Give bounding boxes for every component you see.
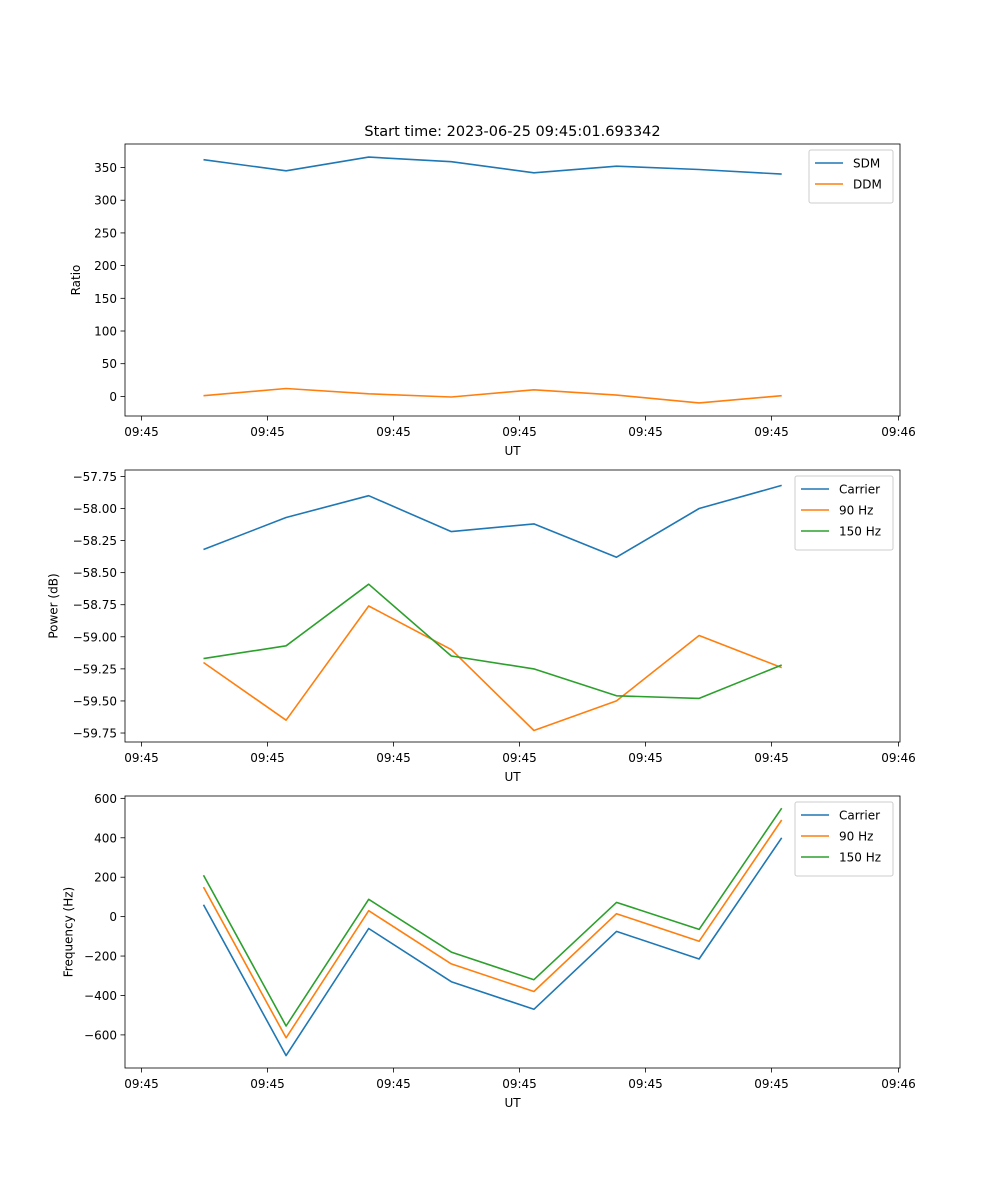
y-axis-label: Power (dB) bbox=[46, 573, 60, 638]
y-tick-label: −58.75 bbox=[73, 598, 117, 612]
y-tick-label: 50 bbox=[102, 357, 117, 371]
series-line-ddm bbox=[203, 387, 782, 404]
y-tick-label: 250 bbox=[94, 226, 117, 240]
series-line-90-hz bbox=[202, 819, 783, 1039]
y-tick-label: −57.75 bbox=[73, 470, 117, 484]
y-tick-label: 600 bbox=[94, 792, 117, 806]
axes-frame bbox=[124, 795, 901, 1069]
series-line-150-hz bbox=[203, 583, 782, 700]
x-axis-label: UT bbox=[504, 770, 521, 784]
series-line-carrier bbox=[203, 484, 782, 559]
y-axis-label: Frequency (Hz) bbox=[62, 887, 76, 978]
y-tick-label: 400 bbox=[94, 831, 117, 845]
y-tick-label: −59.00 bbox=[73, 630, 117, 644]
y-axis-label: Ratio bbox=[69, 265, 83, 296]
x-tick-label: 09:45 bbox=[124, 751, 159, 765]
x-tick-label: 09:46 bbox=[881, 425, 916, 439]
y-tick-label: 200 bbox=[94, 871, 117, 885]
series-line-90-hz bbox=[203, 605, 782, 732]
x-tick-label: 09:45 bbox=[754, 751, 789, 765]
x-tick-label: 09:45 bbox=[250, 425, 285, 439]
x-tick-label: 09:45 bbox=[502, 1077, 537, 1091]
x-tick-label: 09:45 bbox=[502, 425, 537, 439]
x-tick-label: 09:46 bbox=[881, 751, 916, 765]
x-tick-label: 09:45 bbox=[628, 751, 663, 765]
y-tick-label: 150 bbox=[94, 292, 117, 306]
y-tick-label: −59.75 bbox=[73, 727, 117, 741]
y-tick-label: 200 bbox=[94, 259, 117, 273]
legend-label: 150 Hz bbox=[839, 851, 881, 865]
x-tick-label: 09:45 bbox=[124, 1077, 159, 1091]
x-tick-label: 09:46 bbox=[881, 1077, 916, 1091]
x-tick-label: 09:45 bbox=[124, 425, 159, 439]
legend-box bbox=[808, 149, 894, 204]
y-tick-label: −58.25 bbox=[73, 534, 117, 548]
power-subplot: 09:45 09:45 09:45 09:45 09:45 09:45 09:46 UT −57… bbox=[46, 469, 916, 784]
x-tick-label: 09:45 bbox=[628, 1077, 663, 1091]
legend: SDM DDM bbox=[808, 149, 894, 204]
x-tick-label: 09:45 bbox=[628, 425, 663, 439]
x-tick-label: 09:45 bbox=[250, 751, 285, 765]
y-tick-label: −400 bbox=[84, 989, 117, 1003]
axes-frame bbox=[124, 143, 901, 417]
y-tick-label: −59.50 bbox=[73, 694, 117, 708]
x-axis-label: UT bbox=[504, 444, 521, 458]
y-tick-label: −59.25 bbox=[73, 662, 117, 676]
axes-frame bbox=[124, 469, 901, 743]
y-tick-label: 350 bbox=[94, 161, 117, 175]
x-tick-label: 09:45 bbox=[250, 1077, 285, 1091]
x-tick-label: 09:45 bbox=[754, 1077, 789, 1091]
y-tick-label: 300 bbox=[94, 194, 117, 208]
legend-label: DDM bbox=[853, 178, 882, 192]
legend-label: 90 Hz bbox=[839, 830, 873, 844]
series-line-sdm bbox=[203, 156, 782, 175]
legend: Carrier 90 Hz 150 Hz bbox=[794, 801, 894, 877]
y-tick-label: −600 bbox=[84, 1028, 117, 1042]
series-line-150-hz bbox=[202, 807, 783, 1027]
x-axis-label: UT bbox=[504, 1096, 521, 1110]
y-tick-label: 100 bbox=[94, 325, 117, 339]
legend-label: Carrier bbox=[839, 809, 880, 823]
figure-title: Start time: 2023-06-25 09:45:01.693342 bbox=[364, 124, 660, 140]
x-tick-label: 09:45 bbox=[376, 1077, 411, 1091]
x-tick-label: 09:45 bbox=[754, 425, 789, 439]
legend: Carrier 90 Hz 150 Hz bbox=[794, 475, 894, 551]
series-line-carrier bbox=[202, 837, 783, 1057]
ratio-subplot: 09:45 09:45 09:45 09:45 09:45 09:45 09:46 UT 0 50… bbox=[69, 143, 916, 458]
y-tick-label: 0 bbox=[109, 390, 117, 404]
y-tick-label: −58.00 bbox=[73, 502, 117, 516]
legend-label: SDM bbox=[853, 157, 880, 171]
y-tick-label: 0 bbox=[109, 910, 117, 924]
y-tick-label: −200 bbox=[84, 950, 117, 964]
x-tick-label: 09:45 bbox=[376, 425, 411, 439]
x-tick-label: 09:45 bbox=[376, 751, 411, 765]
x-tick-label: 09:45 bbox=[502, 751, 537, 765]
y-tick-label: −58.50 bbox=[73, 566, 117, 580]
frequency-subplot: 09:45 09:45 09:45 09:45 09:45 09:45 09:46 UT −60… bbox=[62, 792, 916, 1110]
legend-label: 90 Hz bbox=[839, 504, 873, 518]
legend-label: 150 Hz bbox=[839, 525, 881, 539]
legend-label: Carrier bbox=[839, 483, 880, 497]
